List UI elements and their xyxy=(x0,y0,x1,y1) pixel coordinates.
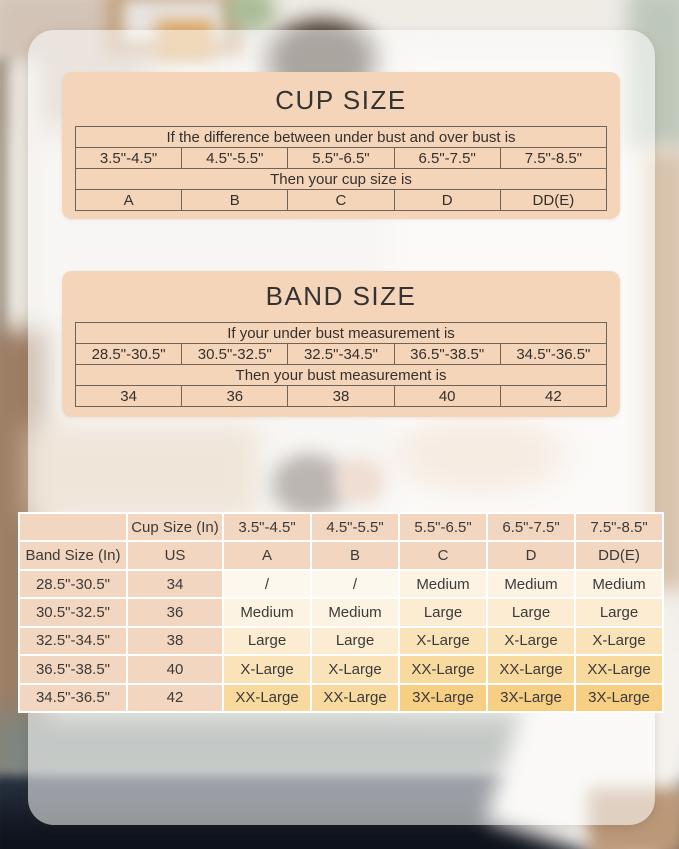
cup-size-panel: CUP SIZE If the difference between under… xyxy=(62,72,620,219)
band-number-cell: 42 xyxy=(499,385,608,407)
cup-range-cell: 3.5"-4.5" xyxy=(74,147,183,169)
table-row: 32.5"-34.5" 38 Large Large X-Large X-Lar… xyxy=(18,625,664,657)
matrix-band-size-label: Band Size (In) xyxy=(18,540,128,571)
matrix-size-cell: Medium xyxy=(310,597,400,628)
band-range-cell: 30.5"-32.5" xyxy=(181,343,289,365)
matrix-us-cell: 34 xyxy=(126,568,224,600)
matrix-cup-letter-header: DD(E) xyxy=(574,540,664,571)
matrix-size-cell: Large xyxy=(310,625,400,657)
matrix-size-cell: Large xyxy=(222,625,312,657)
matrix-cup-letter-header: B xyxy=(310,540,400,571)
matrix-cup-size-label: Cup Size (In) xyxy=(126,511,224,543)
band-number-cell: 38 xyxy=(287,385,395,407)
matrix-size-cell: Large xyxy=(574,597,664,628)
cup-range-cell: 6.5"-7.5" xyxy=(393,147,501,169)
matrix-size-cell: XX-Large xyxy=(574,654,664,685)
table-row: If the difference between under bust and… xyxy=(75,126,607,148)
matrix-size-cell: Large xyxy=(398,597,488,628)
cup-size-title: CUP SIZE xyxy=(275,85,407,115)
matrix-size-cell: Medium xyxy=(222,597,312,628)
matrix-cup-letter-header: A xyxy=(222,540,312,571)
band-range-cell: 28.5"-30.5" xyxy=(74,343,183,365)
table-row: 28.5"-30.5" 34 / / Medium Medium Medium xyxy=(18,568,664,600)
matrix-cup-range-header: 6.5"-7.5" xyxy=(486,511,576,543)
matrix-size-cell: X-Large xyxy=(398,625,488,657)
matrix-size-cell: XX-Large xyxy=(398,654,488,685)
matrix-size-cell: X-Large xyxy=(222,654,312,685)
matrix-us-label: US xyxy=(126,540,224,571)
band-size-table: If your under bust measurement is 28.5"-… xyxy=(74,322,608,407)
cup-letter-cell: C xyxy=(287,189,395,211)
matrix-cup-range-header: 4.5"-5.5" xyxy=(310,511,400,543)
matrix-cup-range-header: 3.5"-4.5" xyxy=(222,511,312,543)
matrix-size-cell: Large xyxy=(486,597,576,628)
matrix-size-cell: XX-Large xyxy=(310,682,400,714)
matrix-size-cell: XX-Large xyxy=(222,682,312,714)
table-row: 34 36 38 40 42 xyxy=(74,385,608,407)
matrix-us-cell: 42 xyxy=(126,682,224,714)
matrix-size-cell: 3X-Large xyxy=(398,682,488,714)
cup-letter-cell: A xyxy=(74,189,183,211)
band-number-cell: 34 xyxy=(74,385,183,407)
cup-range-cell: 4.5"-5.5" xyxy=(181,147,289,169)
band-size-title: BAND SIZE xyxy=(265,281,417,311)
cup-condition-header: If the difference between under bust and… xyxy=(75,126,607,148)
matrix-size-cell: X-Large xyxy=(574,625,664,657)
band-size-panel: BAND SIZE If your under bust measurement… xyxy=(62,271,620,417)
matrix-band-cell: 28.5"-30.5" xyxy=(18,568,128,600)
table-row: 3.5"-4.5" 4.5"-5.5" 5.5"-6.5" 6.5"-7.5" … xyxy=(74,147,608,169)
cup-letter-cell: DD(E) xyxy=(499,189,608,211)
matrix-cup-range-header: 5.5"-6.5" xyxy=(398,511,488,543)
matrix-size-cell: / xyxy=(310,568,400,600)
matrix-size-cell: 3X-Large xyxy=(574,682,664,714)
cup-result-header: Then your cup size is xyxy=(75,168,607,190)
table-row: Then your cup size is xyxy=(75,168,607,190)
matrix-size-cell: X-Large xyxy=(486,625,576,657)
band-range-cell: 34.5"-36.5" xyxy=(499,343,608,365)
table-row: 30.5"-32.5" 36 Medium Medium Large Large… xyxy=(18,597,664,628)
band-range-cell: 32.5"-34.5" xyxy=(287,343,395,365)
matrix-corner-cell xyxy=(18,511,128,543)
cup-letter-cell: B xyxy=(181,189,289,211)
size-matrix-table: Cup Size (In) 3.5"-4.5" 4.5"-5.5" 5.5"-6… xyxy=(18,511,664,714)
matrix-size-cell: Medium xyxy=(574,568,664,600)
matrix-size-cell: Medium xyxy=(486,568,576,600)
table-row: 34.5"-36.5" 42 XX-Large XX-Large 3X-Larg… xyxy=(18,682,664,714)
band-range-cell: 36.5"-38.5" xyxy=(393,343,501,365)
band-result-header: Then your bust measurement is xyxy=(75,364,607,386)
matrix-size-cell: XX-Large xyxy=(486,654,576,685)
matrix-cup-letter-header: D xyxy=(486,540,576,571)
table-row: 36.5"-38.5" 40 X-Large X-Large XX-Large … xyxy=(18,654,664,685)
matrix-size-cell: X-Large xyxy=(310,654,400,685)
matrix-us-cell: 40 xyxy=(126,654,224,685)
cup-range-cell: 7.5"-8.5" xyxy=(499,147,608,169)
table-row: A B C D DD(E) xyxy=(74,189,608,211)
matrix-band-cell: 30.5"-32.5" xyxy=(18,597,128,628)
cup-range-cell: 5.5"-6.5" xyxy=(287,147,395,169)
band-number-cell: 40 xyxy=(393,385,501,407)
matrix-size-cell: / xyxy=(222,568,312,600)
matrix-cup-range-header: 7.5"-8.5" xyxy=(574,511,664,543)
matrix-us-cell: 38 xyxy=(126,625,224,657)
table-row: Then your bust measurement is xyxy=(75,364,607,386)
matrix-band-cell: 36.5"-38.5" xyxy=(18,654,128,685)
matrix-band-cell: 34.5"-36.5" xyxy=(18,682,128,714)
table-row: 28.5"-30.5" 30.5"-32.5" 32.5"-34.5" 36.5… xyxy=(74,343,608,365)
matrix-us-cell: 36 xyxy=(126,597,224,628)
table-row: If your under bust measurement is xyxy=(75,322,607,344)
cup-letter-cell: D xyxy=(393,189,501,211)
matrix-size-cell: Medium xyxy=(398,568,488,600)
band-condition-header: If your under bust measurement is xyxy=(75,322,607,344)
table-row: Cup Size (In) 3.5"-4.5" 4.5"-5.5" 5.5"-6… xyxy=(18,511,664,543)
cup-size-table: If the difference between under bust and… xyxy=(74,126,608,211)
matrix-band-cell: 32.5"-34.5" xyxy=(18,625,128,657)
band-number-cell: 36 xyxy=(181,385,289,407)
matrix-size-cell: 3X-Large xyxy=(486,682,576,714)
matrix-cup-letter-header: C xyxy=(398,540,488,571)
table-row: Band Size (In) US A B C D DD(E) xyxy=(18,540,664,571)
